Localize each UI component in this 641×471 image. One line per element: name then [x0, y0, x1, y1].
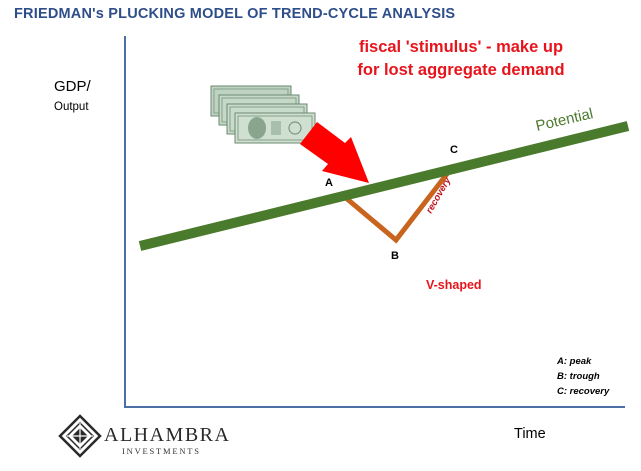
diamond-logo-icon	[58, 414, 102, 458]
annotation-line-1: fiscal 'stimulus' - make up	[358, 38, 564, 56]
y-axis-sublabel: Output	[54, 101, 89, 113]
logo-subtitle: INVESTMENTS	[122, 446, 201, 456]
point-b-label: B	[391, 250, 399, 262]
potential-label: Potential	[534, 105, 595, 135]
diagram-title: FRIEDMAN's PLUCKING MODEL OF TREND-CYCLE…	[14, 6, 456, 22]
annotation-line-2: for lost aggregate demand	[357, 61, 565, 79]
x-axis-label: Time	[514, 426, 546, 442]
point-c-label: C	[450, 144, 458, 156]
legend-peak: A: peak	[557, 356, 592, 367]
red-arrow-icon	[300, 122, 369, 183]
stimulus-annotation: fiscal 'stimulus' - make up for lost agg…	[330, 36, 592, 82]
cycle-line	[338, 168, 452, 244]
legend-recovery: C: recovery	[557, 386, 610, 397]
v-shaped-label: V-shaped	[426, 278, 482, 292]
y-axis-label: GDP/	[54, 78, 91, 95]
point-a-label: A	[325, 177, 333, 189]
legend-trough: B: trough	[557, 371, 600, 382]
logo-name: ALHAMBRA	[104, 424, 231, 446]
potential-trend-line	[138, 121, 630, 251]
dollar-bills-icon	[210, 85, 316, 144]
point-legend: A: peak B: trough C: recovery	[557, 354, 609, 399]
